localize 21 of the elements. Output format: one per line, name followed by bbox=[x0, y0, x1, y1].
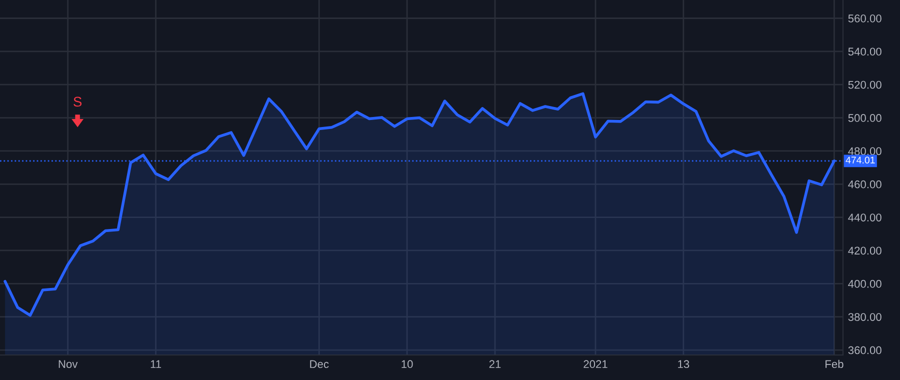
y-tick-label: 560.00 bbox=[848, 14, 882, 22]
y-tick-label: 500.00 bbox=[848, 114, 882, 122]
ref-line-label: 474.01 bbox=[846, 156, 875, 164]
y-tick-label: 420.00 bbox=[848, 246, 882, 255]
x-tick-label: 2021 bbox=[584, 360, 608, 368]
y-tick-label: 360.00 bbox=[848, 346, 882, 354]
x-tick-label: 10 bbox=[402, 360, 413, 368]
y-tick-label: 380.00 bbox=[848, 313, 882, 321]
x-tick-label: Nov bbox=[58, 360, 78, 368]
x-tick-label: Dec bbox=[310, 360, 329, 368]
y-tick-label: 400.00 bbox=[848, 280, 882, 288]
annotation: S bbox=[74, 96, 82, 107]
y-tick-label: 540.00 bbox=[848, 48, 882, 56]
y-tick-label: 460.00 bbox=[848, 180, 882, 188]
y-tick-label: 480.00 bbox=[848, 147, 882, 156]
x-tick-label: Feb bbox=[826, 360, 844, 368]
y-tick-label: 520.00 bbox=[848, 80, 882, 89]
x-tick-label: 11 bbox=[150, 360, 162, 368]
x-tick-label: 21 bbox=[489, 360, 501, 368]
x-tick-label: 13 bbox=[678, 360, 690, 368]
y-tick-label: 440.00 bbox=[848, 214, 882, 222]
